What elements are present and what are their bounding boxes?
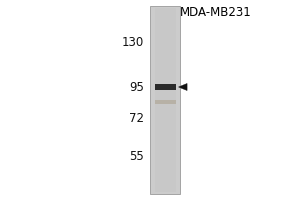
Bar [150, 6, 180, 194]
Text: 55: 55 [129, 150, 144, 164]
Polygon shape [178, 83, 187, 91]
Text: 72: 72 [129, 112, 144, 126]
Bar [154, 8, 176, 192]
Text: 130: 130 [122, 36, 144, 49]
Bar [154, 84, 176, 90]
Text: MDA-MB231: MDA-MB231 [180, 6, 252, 20]
Bar [154, 100, 176, 104]
Text: 95: 95 [129, 81, 144, 94]
